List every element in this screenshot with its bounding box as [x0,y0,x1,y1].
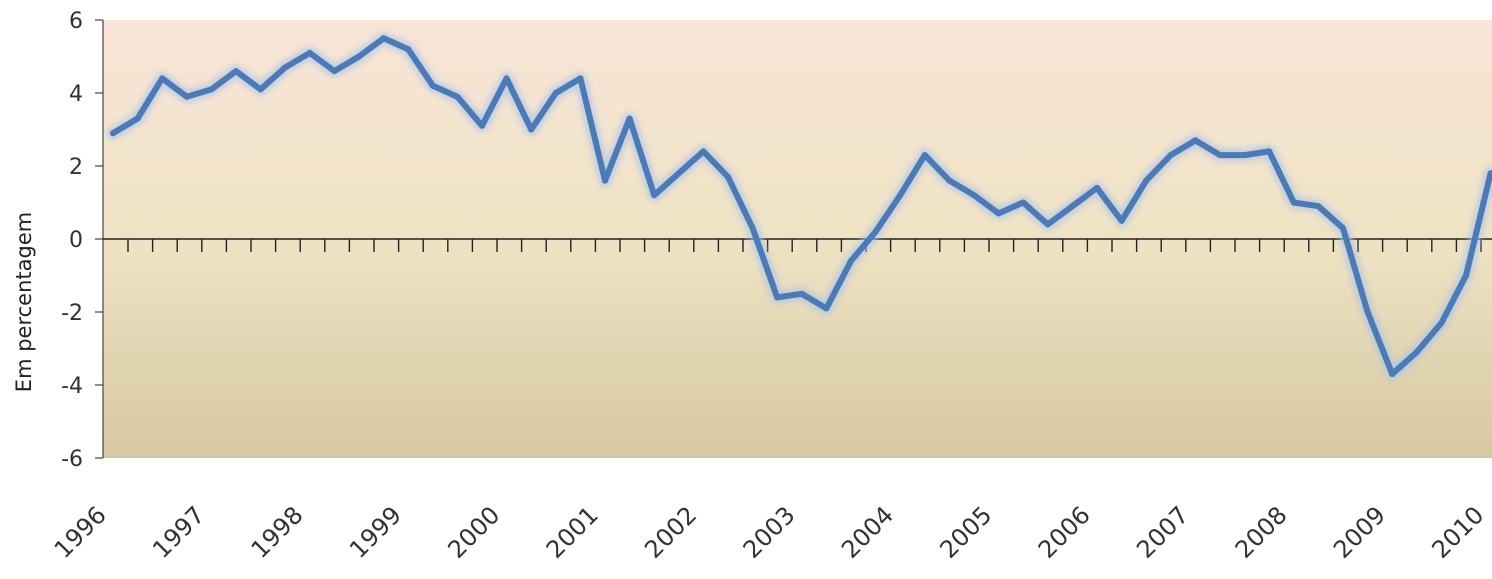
x-tick-label: 2001 [541,501,604,564]
data-point [1143,177,1150,184]
x-tick-label: 2004 [836,501,899,564]
data-point [971,192,977,199]
data-point [380,35,387,42]
y-tick-label: -6 [61,447,83,472]
data-point [1364,309,1371,315]
x-tick-label: 1999 [344,501,407,564]
data-point [848,257,854,264]
data-point [1020,199,1027,206]
x-tick-label: 2008 [1230,501,1293,564]
data-point [183,93,190,100]
data-point [651,192,658,199]
data-point [897,192,904,199]
data-point [1340,225,1346,232]
x-tick-label: 2009 [1328,501,1391,564]
data-point [1487,170,1492,177]
y-tick-label: -4 [61,374,83,399]
data-point [1463,272,1469,279]
x-tick-label: 1996 [49,501,112,564]
data-point [626,115,633,122]
x-tick-label: 2003 [738,501,801,564]
data-point [306,49,313,56]
data-point [1217,152,1223,159]
data-point [1069,203,1076,210]
data-point [1167,152,1174,159]
data-point [356,53,362,60]
x-tick-labels: 1996 1997 1998 1999 2000 2001 2002 2003 2004 2005… [49,501,1490,564]
data-point [946,177,953,184]
data-point [1438,320,1445,326]
data-point [134,115,141,122]
x-tick-label: 2006 [1033,501,1096,564]
data-point [503,75,510,82]
data-point [1192,137,1199,144]
data-point [1413,349,1420,356]
data-point [233,68,239,75]
data-point [479,122,485,129]
data-point [208,86,215,93]
data-point [1241,152,1248,159]
data-point [995,210,1002,217]
series-layer [106,31,1492,381]
x-axis [103,238,1492,252]
data-point [1094,184,1100,191]
data-point [675,170,682,177]
data-point [429,82,436,89]
data-point [921,152,928,159]
data-point [159,75,166,82]
data-point [331,68,338,75]
series-line [110,35,1492,377]
data-point [552,90,559,96]
y-tick-label: 0 [69,228,83,253]
data-point [1266,148,1273,155]
data-point [577,75,584,82]
data-point [1118,217,1125,224]
data-point [282,64,289,71]
data-point [725,173,731,180]
data-point [1389,371,1396,377]
x-tick-label: 2005 [934,501,997,564]
data-point [528,126,535,133]
data-point [749,225,756,232]
y-axis-label: Em percentagem [12,212,36,392]
data-point [798,290,805,297]
x-tick-label: 2010 [1426,501,1489,564]
x-tick-label: 2002 [639,501,702,564]
data-point [774,294,781,301]
y-tick-label: -2 [61,301,83,326]
data-point [1044,221,1051,228]
data-point [257,86,264,93]
x-tick-label: 1998 [246,501,309,564]
x-tick-label: 2000 [442,501,505,564]
data-point [110,130,116,137]
data-point [454,93,461,100]
y-tick-label: 6 [69,9,83,34]
data-point [1315,203,1322,210]
data-point [823,305,830,312]
x-tick-label: 1997 [147,501,210,564]
x-tick-label: 2007 [1131,501,1194,564]
y-axis: 6 4 2 0 -2 -4 -6 [61,9,104,472]
y-tick-label: 2 [69,155,83,180]
data-point [405,46,412,53]
data-point [700,148,707,155]
data-point [1290,199,1297,206]
y-tick-label: 4 [69,82,83,107]
data-point [872,228,879,235]
data-point [602,177,608,184]
